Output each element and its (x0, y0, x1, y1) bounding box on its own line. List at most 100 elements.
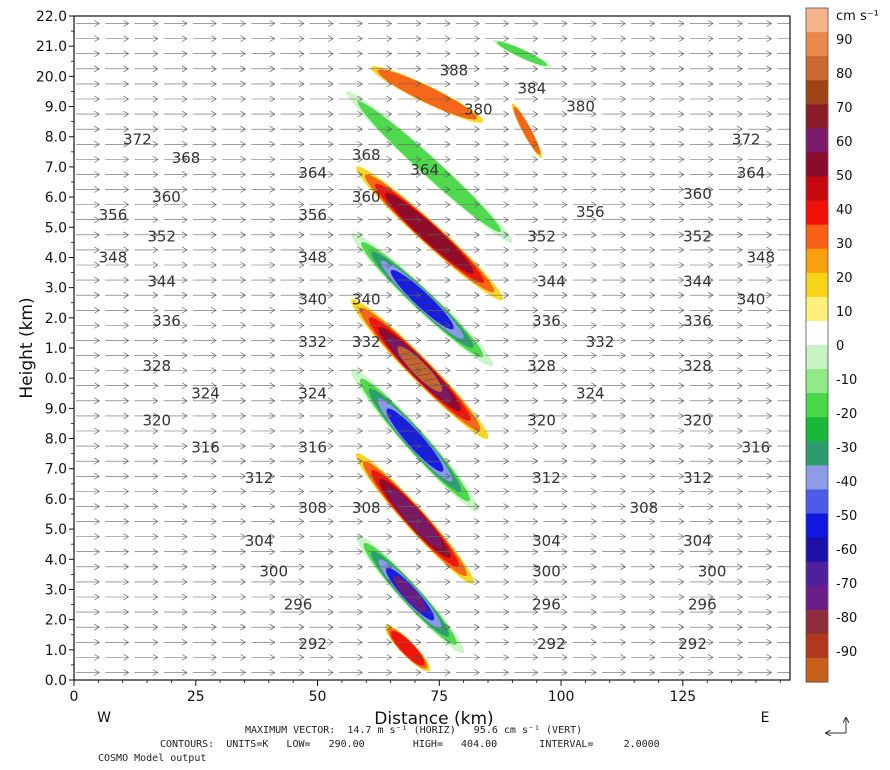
wind-vector-head (181, 307, 188, 314)
wind-vector-head (503, 593, 510, 601)
wind-vector-head (444, 548, 451, 555)
wind-vector-head (211, 623, 217, 631)
colorbar-label: -20 (836, 407, 857, 422)
wind-vector-head (796, 639, 801, 645)
wind-vector-head (327, 201, 334, 208)
wind-vector-head (269, 261, 276, 269)
y-tick-label: 3.0 (45, 582, 67, 598)
wind-vector-head (152, 156, 159, 163)
wind-vector-head (211, 457, 217, 465)
wind-vector-head (766, 291, 773, 299)
wind-vector-head (123, 382, 130, 389)
wind-vector-head (707, 186, 714, 193)
wind-vector-head (152, 80, 159, 88)
wind-vector-head (181, 518, 188, 525)
wind-vector-head (590, 473, 597, 480)
wind-vector-head (707, 125, 714, 133)
wind-vector-head (766, 231, 773, 239)
wind-vector-head (386, 95, 393, 103)
wind-vector-head (327, 593, 334, 601)
wind-vector-head (649, 503, 656, 510)
wind-vector-head (181, 65, 188, 73)
wind-vector-head (94, 307, 100, 314)
wind-vector-head (503, 171, 510, 178)
wind-vector-head (415, 276, 422, 284)
wind-vector-head (707, 533, 714, 540)
wind-vector-head (94, 186, 100, 193)
wind-vector-head (94, 654, 100, 661)
wind-vector-head (707, 563, 714, 571)
wind-vector-head (649, 95, 656, 103)
isentrope-label: 332 (352, 333, 381, 351)
wind-vector-head (211, 563, 217, 571)
wind-vector-head (620, 261, 626, 269)
wind-vector-head (532, 276, 539, 284)
wind-vector-head (796, 368, 801, 374)
wind-vector-head (532, 397, 539, 405)
wind-vector-head (503, 427, 510, 435)
wind-vector-head (123, 518, 130, 525)
wind-vector-head (649, 231, 656, 239)
wind-vector-head (123, 352, 130, 359)
wind-vector-head (503, 261, 510, 269)
wind-vector-head (181, 276, 188, 284)
wind-vector-head (766, 246, 773, 254)
wind-vector-head (737, 397, 743, 405)
wind-vector-head (181, 639, 188, 646)
wind-vector-head (503, 80, 510, 88)
colorbar-swatch (806, 200, 828, 226)
wind-vector-head (766, 593, 773, 601)
wind-vector-head (123, 307, 130, 314)
wind-vector-head (503, 216, 510, 223)
wind-vector-head (561, 623, 568, 631)
isentrope-labels: 388 384 380 380 372 372 368 368 364 364 364 360 360 3… (99, 61, 775, 652)
wind-vector-head (561, 654, 568, 661)
wind-vector-head (298, 352, 305, 359)
wind-vector-head (240, 639, 247, 646)
wind-vector-head (94, 457, 100, 465)
isentrope-label: 340 (298, 291, 327, 309)
wind-vector-head (298, 201, 305, 208)
updraft-band (385, 625, 431, 672)
wind-vector-head (123, 231, 130, 239)
wind-vector-head (590, 201, 597, 208)
wind-vector-head (620, 518, 626, 525)
wind-vector-head (620, 35, 626, 42)
isentrope-label: 324 (576, 384, 605, 402)
wind-vector-head (211, 125, 217, 133)
wind-vector-head (94, 669, 100, 676)
wind-vector-head (181, 397, 188, 405)
wind-vector-head (357, 337, 363, 344)
wind-vector-head (415, 65, 422, 73)
wind-vector-head (503, 125, 510, 133)
wind-vector-head (474, 322, 480, 329)
wind-vector-head (94, 50, 100, 57)
wind-vector-head (357, 412, 363, 420)
wind-vector-head (181, 548, 188, 555)
wind-vector-head (415, 322, 422, 329)
isentrope-label: 312 (245, 469, 274, 487)
y-tick-label: 8.0 (45, 432, 67, 448)
wind-vector-head (678, 35, 685, 42)
wind-vector-head (503, 548, 510, 555)
wind-vector-head (649, 110, 656, 118)
wind-vector-head (590, 427, 597, 435)
wind-vector-head (590, 397, 597, 405)
wind-vector-head (94, 246, 100, 254)
wind-vector-head (123, 608, 130, 616)
wind-vector-head (590, 35, 597, 42)
wind-vector-head (503, 141, 510, 148)
y-axis: 0.0 1.0 2.0 3.0 4.0 5.0 6.0 7.0 8.0 9.0 0.0 1.0 2.0 3… (36, 9, 74, 689)
wind-vector-head (737, 110, 743, 118)
wind-vector-head (474, 95, 480, 103)
isentrope-label: 368 (352, 146, 381, 164)
wind-vector-head (327, 337, 334, 344)
wind-vector-head (649, 623, 656, 631)
wind-vector-head (415, 216, 422, 223)
wind-vector-head (357, 307, 363, 314)
wind-vector-head (240, 186, 247, 193)
wind-vector-head (590, 322, 597, 329)
isentrope-label: 332 (298, 333, 327, 351)
wind-vector-head (737, 578, 743, 586)
wind-vector-head (152, 35, 159, 42)
